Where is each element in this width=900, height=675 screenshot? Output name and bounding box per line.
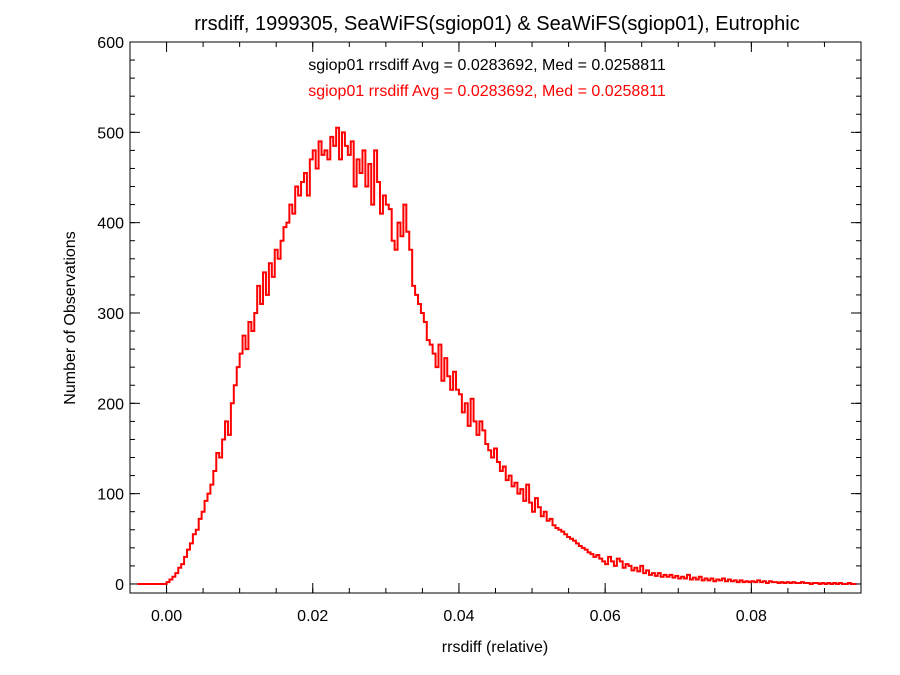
y-tick-label: 500 [97, 125, 124, 142]
y-tick-label: 100 [97, 487, 124, 504]
axes [129, 41, 862, 594]
y-tick-label: 200 [97, 396, 124, 413]
plot-frame [129, 41, 862, 594]
histogram-series-0 [137, 126, 857, 585]
annotation-red: sgiop01 rrsdiff Avg = 0.0283692, Med = 0… [308, 83, 666, 100]
x-tick-label: 0.00 [151, 608, 182, 625]
y-tick-label: 600 [97, 35, 124, 52]
x-tick-label: 0.08 [736, 608, 767, 625]
x-tick-label: 0.02 [297, 608, 328, 625]
x-axis-label: rrsdiff (relative) [442, 639, 548, 656]
series [137, 126, 857, 585]
y-tick-label: 300 [97, 306, 124, 323]
chart-title: rrsdiff, 1999305, SeaWiFS(sgiop01) & Sea… [194, 13, 799, 35]
ticks: 0.00 0.02 0.04 0.06 0.08 0 100 200 300 400 500 600 [97, 35, 862, 625]
y-axis-label: Number of Observations [62, 231, 79, 404]
y-tick-label: 0 [115, 577, 124, 594]
y-tick-label: 400 [97, 216, 124, 233]
x-tick-label: 0.06 [590, 608, 621, 625]
x-tick-label: 0.04 [443, 608, 474, 625]
annotation-black: sgiop01 rrsdiff Avg = 0.0283692, Med = 0… [308, 57, 666, 74]
